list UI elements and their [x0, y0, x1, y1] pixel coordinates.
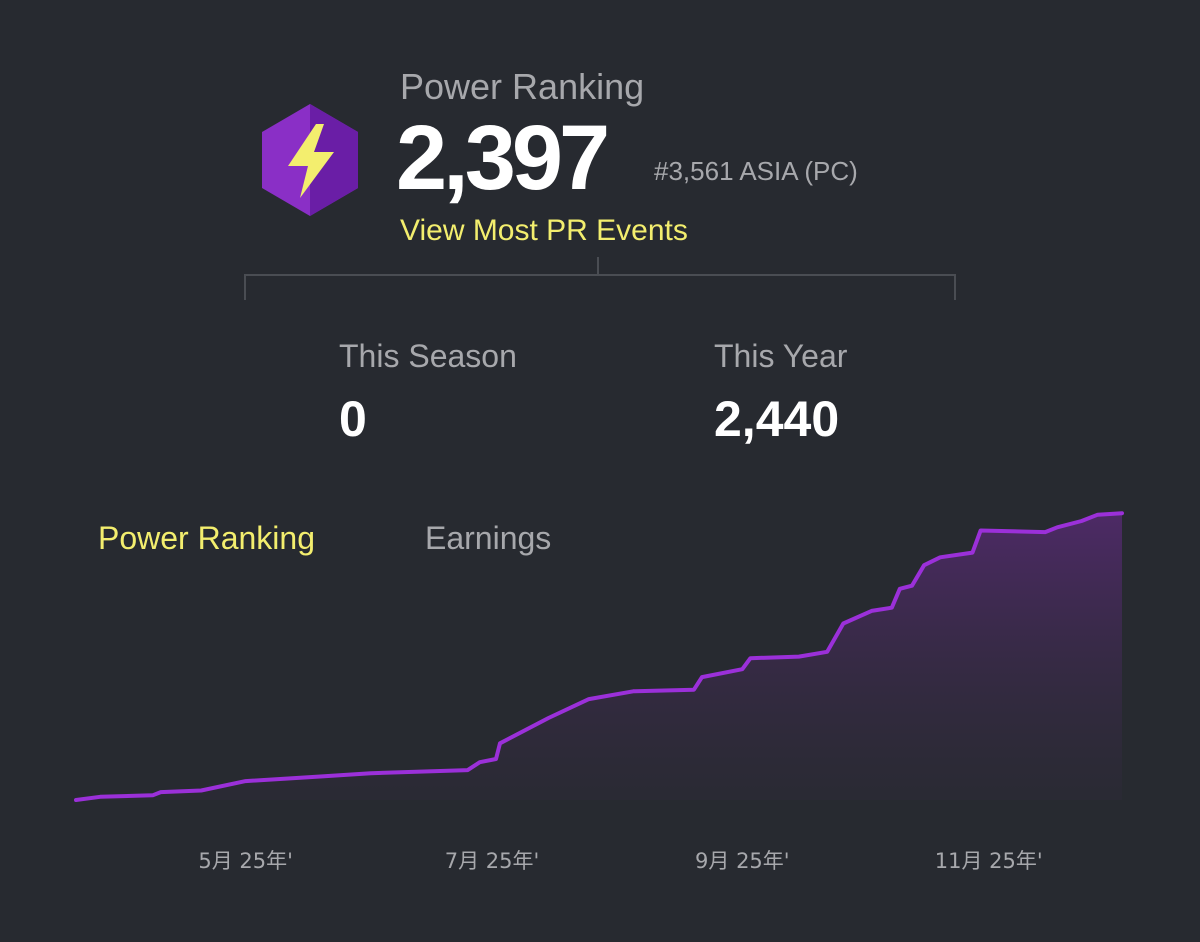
view-most-pr-events-link[interactable]: View Most PR Events — [400, 214, 688, 247]
x-tick-label: 7月 25年' — [445, 849, 540, 873]
bracket-divider — [244, 257, 956, 300]
power-ranking-chart: 5月 25年' 7月 25年' 9月 25年' 11月 25年' — [74, 511, 1124, 873]
power-ranking-badge-icon — [262, 104, 358, 216]
x-tick-label: 9月 25年' — [695, 849, 790, 873]
this-season-label: This Season — [339, 338, 517, 374]
this-season-value: 0 — [339, 391, 367, 447]
chart-series-line — [74, 511, 1124, 802]
chart-area-fill — [76, 513, 1122, 800]
regional-rank: #3,561 ASIA (PC) — [654, 156, 858, 186]
x-tick-label: 5月 25年' — [198, 849, 293, 873]
this-year-value: 2,440 — [714, 391, 840, 447]
power-ranking-heading: Power Ranking — [400, 66, 645, 107]
tab-power-ranking[interactable]: Power Ranking — [98, 520, 315, 556]
tab-earnings[interactable]: Earnings — [425, 520, 552, 556]
this-year-label: This Year — [714, 338, 848, 374]
lightning-bolt-icon — [288, 124, 334, 198]
power-ranking-value: 2,397 — [396, 107, 610, 209]
x-tick-label: 11月 25年' — [935, 849, 1043, 873]
